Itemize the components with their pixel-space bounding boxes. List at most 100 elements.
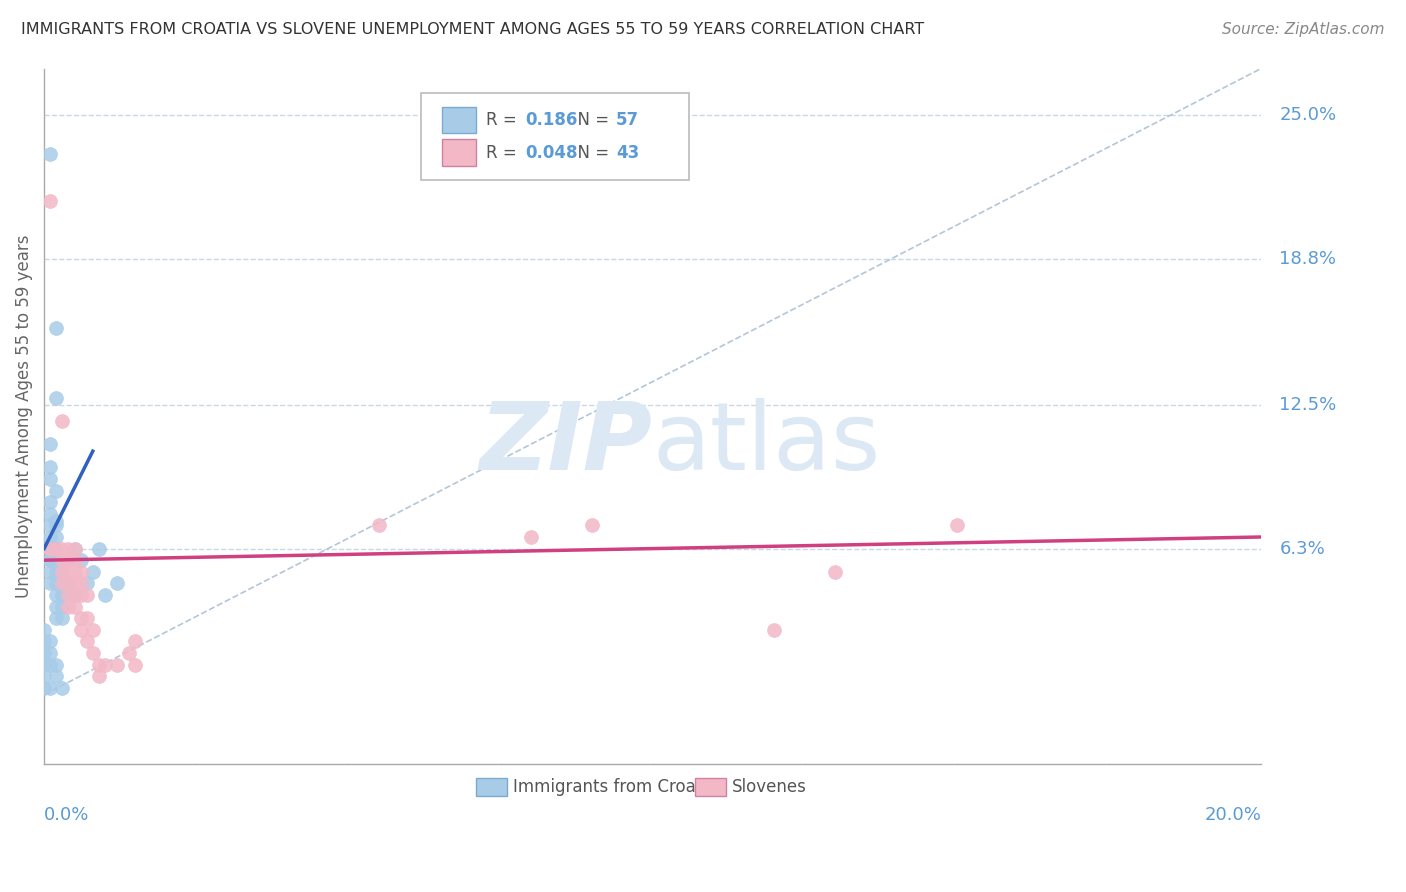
Point <box>94 657 117 672</box>
Point <box>32 646 55 660</box>
Text: atlas: atlas <box>652 398 882 491</box>
Point <box>45 553 67 567</box>
Point <box>63 553 86 567</box>
Point <box>581 518 603 533</box>
Point <box>39 553 62 567</box>
Bar <box>695 778 725 796</box>
Point <box>51 565 73 579</box>
Point <box>87 657 110 672</box>
Point <box>39 657 62 672</box>
Point <box>39 460 62 475</box>
Point <box>39 541 62 556</box>
Point <box>118 646 141 660</box>
Point <box>45 321 67 335</box>
Point <box>82 623 104 637</box>
Point <box>32 623 55 637</box>
Point <box>58 588 80 602</box>
Point <box>87 541 110 556</box>
Text: N =: N = <box>568 144 614 161</box>
Point <box>39 565 62 579</box>
Text: N =: N = <box>568 111 614 129</box>
Text: Slovenes: Slovenes <box>731 778 807 796</box>
Point <box>39 576 62 591</box>
Point <box>45 514 67 528</box>
Point <box>124 634 146 648</box>
Bar <box>441 107 477 133</box>
Point <box>39 507 62 521</box>
Point <box>69 611 91 625</box>
Y-axis label: Unemployment Among Ages 55 to 59 years: Unemployment Among Ages 55 to 59 years <box>15 235 32 599</box>
Point <box>51 576 73 591</box>
Text: IMMIGRANTS FROM CROATIA VS SLOVENE UNEMPLOYMENT AMONG AGES 55 TO 59 YEARS CORREL: IMMIGRANTS FROM CROATIA VS SLOVENE UNEMP… <box>21 22 924 37</box>
Point <box>94 588 117 602</box>
Point <box>51 565 73 579</box>
Text: 43: 43 <box>616 144 640 161</box>
Point <box>45 657 67 672</box>
Point <box>76 588 98 602</box>
Text: 6.3%: 6.3% <box>1279 540 1326 558</box>
Point <box>45 669 67 683</box>
Point <box>82 565 104 579</box>
Text: R =: R = <box>486 144 522 161</box>
Point <box>63 576 86 591</box>
Point <box>520 530 543 544</box>
Point <box>51 599 73 614</box>
Point <box>51 588 73 602</box>
Point <box>69 553 91 567</box>
Point <box>51 414 73 428</box>
Point <box>58 553 80 567</box>
Point <box>51 576 73 591</box>
Point <box>63 541 86 556</box>
Point <box>39 437 62 451</box>
Point <box>39 194 62 208</box>
Point <box>45 530 67 544</box>
Point <box>45 391 67 405</box>
Point <box>58 565 80 579</box>
Point <box>63 599 86 614</box>
Text: 12.5%: 12.5% <box>1279 396 1337 414</box>
Point <box>51 611 73 625</box>
Point <box>39 472 62 486</box>
Point <box>39 553 62 567</box>
Point <box>51 588 73 602</box>
Point <box>39 495 62 509</box>
Point <box>45 541 67 556</box>
Point <box>824 565 846 579</box>
Point <box>39 541 62 556</box>
Point <box>39 646 62 660</box>
Point <box>45 541 67 556</box>
Point <box>63 565 86 579</box>
Point <box>69 588 91 602</box>
Point <box>45 599 67 614</box>
Point <box>76 576 98 591</box>
Point <box>39 541 62 556</box>
Point <box>82 646 104 660</box>
Point <box>367 518 389 533</box>
Point <box>32 669 55 683</box>
Text: 0.186: 0.186 <box>524 111 578 129</box>
Point <box>87 669 110 683</box>
Point <box>105 576 128 591</box>
Point <box>51 553 73 567</box>
Text: Source: ZipAtlas.com: Source: ZipAtlas.com <box>1222 22 1385 37</box>
Point <box>32 681 55 695</box>
Point <box>45 576 67 591</box>
Text: 0.0%: 0.0% <box>44 806 90 824</box>
Point <box>45 483 67 498</box>
Point <box>39 518 62 533</box>
Point <box>105 657 128 672</box>
Text: 0.048: 0.048 <box>524 144 578 161</box>
Text: 25.0%: 25.0% <box>1279 106 1337 124</box>
Text: R =: R = <box>486 111 522 129</box>
Text: ZIP: ZIP <box>479 398 652 491</box>
Point <box>69 576 91 591</box>
Point <box>45 541 67 556</box>
Point <box>39 147 62 161</box>
Point <box>45 565 67 579</box>
FancyBboxPatch shape <box>422 93 689 180</box>
Point <box>58 553 80 567</box>
Point <box>76 634 98 648</box>
Point <box>58 541 80 556</box>
Point <box>58 599 80 614</box>
Point <box>32 657 55 672</box>
